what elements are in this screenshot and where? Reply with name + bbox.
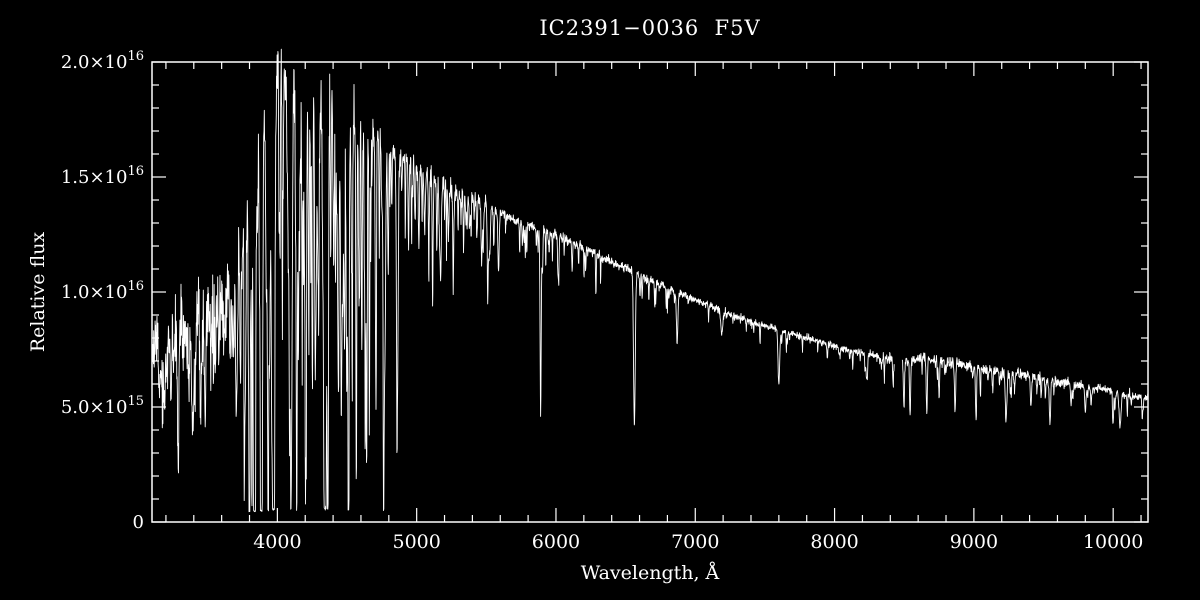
x-tick-label: 5000 — [392, 531, 440, 553]
x-tick-label: 10000 — [1083, 531, 1143, 553]
x-tick-label: 7000 — [671, 531, 719, 553]
x-tick-label: 8000 — [810, 531, 858, 553]
y-tick-label: 2.0×1016 — [61, 49, 144, 73]
x-axis-label: Wavelength, Å — [580, 562, 720, 584]
chart-title: IC2391−0036 F5V — [539, 16, 761, 40]
y-tick-label: 5.0×1015 — [61, 394, 144, 418]
x-tick-label: 9000 — [950, 531, 998, 553]
spectrum-trace — [151, 48, 1149, 513]
y-tick-label: 1.5×1016 — [61, 164, 144, 188]
y-axis-label: Relative flux — [27, 231, 49, 353]
x-tick-label: 4000 — [253, 531, 301, 553]
y-tick-label: 0 — [133, 512, 144, 533]
y-tick-label: 1.0×1016 — [61, 279, 144, 303]
x-tick-label: 6000 — [532, 531, 580, 553]
